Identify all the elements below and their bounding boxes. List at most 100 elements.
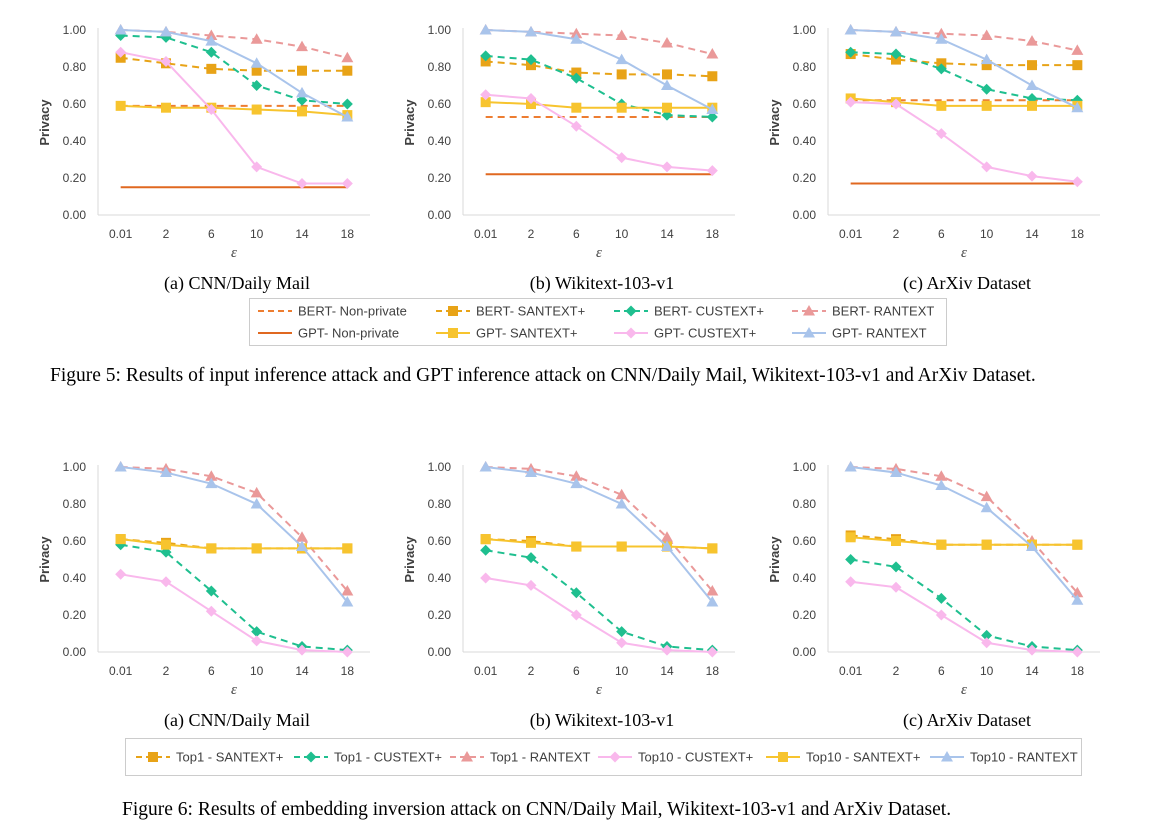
- series-line-top1-rantext: [120, 466, 349, 592]
- y-tick-label: 0.20: [428, 608, 452, 622]
- data-point-gpt-rantext: [661, 79, 673, 90]
- x-tick-label: 14: [295, 664, 309, 678]
- data-point-gpt-santext: [161, 102, 171, 113]
- y-tick-label: 1.00: [428, 23, 452, 37]
- data-point-bert-santext: [936, 58, 947, 69]
- data-point-top10-rantext: [661, 540, 673, 552]
- series-line-top1-custext: [850, 558, 1078, 652]
- x-tick-label: 6: [208, 227, 215, 241]
- data-point-gpt-rantext: [205, 35, 218, 46]
- legend-label: Top10 - RANTEXT: [970, 750, 1078, 765]
- data-point-top1-rantext: [615, 488, 628, 500]
- x-tick-label: 14: [295, 227, 309, 241]
- x-tick-label: 18: [1071, 664, 1085, 678]
- y-tick-label: 0.60: [428, 97, 452, 111]
- data-point-bert-rantext: [935, 27, 948, 39]
- y-tick-label: 0.40: [63, 134, 87, 148]
- data-point-top10-rantext: [525, 466, 537, 478]
- data-point-gpt-rantext: [980, 53, 993, 65]
- y-tick-label: 0.40: [793, 571, 817, 585]
- data-point-top1-rantext: [341, 584, 354, 596]
- data-point-top10-rantext: [706, 596, 719, 607]
- y-tick-label: 0.00: [793, 645, 817, 659]
- legend-marker: [803, 327, 815, 338]
- legend-marker: [461, 751, 473, 762]
- fig5-subcaption-a: (a) CNN/Daily Mail: [164, 273, 310, 293]
- data-point-top1-custext: [480, 544, 492, 556]
- legend-marker: [941, 751, 953, 762]
- y-tick-label: 1.00: [63, 23, 87, 37]
- data-point-bert-rantext: [570, 27, 583, 39]
- data-point-bert-rantext: [1026, 35, 1038, 46]
- data-point-top10-custext: [296, 644, 308, 656]
- data-point-bert-rantext: [205, 29, 218, 41]
- data-point-gpt-custext: [296, 178, 308, 190]
- fig5-caption: Figure 5: Results of input inference att…: [50, 365, 1036, 386]
- series-line-top10-rantext: [120, 466, 349, 603]
- y-axis-label: Privacy: [767, 536, 782, 583]
- series-line-top10-santext: [485, 538, 713, 550]
- legend-marker: [778, 752, 788, 762]
- data-point-top10-santext: [342, 543, 353, 554]
- x-tick-label: 18: [341, 227, 355, 241]
- data-point-bert-santext: [342, 65, 353, 76]
- y-tick-label: 0.60: [428, 534, 452, 548]
- legend-label: BERT- CUSTEXT+: [654, 304, 764, 319]
- data-point-gpt-santext: [115, 100, 126, 111]
- x-tick-label: 0.01: [839, 227, 863, 241]
- data-point-gpt-custext: [845, 96, 857, 108]
- data-point-gpt-rantext: [1026, 79, 1038, 90]
- series-line-top10-custext: [120, 573, 348, 653]
- data-point-gpt-rantext: [615, 53, 628, 65]
- y-axis-label: Privacy: [767, 99, 782, 146]
- data-point-bert-custext: [525, 54, 537, 66]
- y-tick-label: 0.20: [793, 608, 817, 622]
- data-point-bert-santext: [480, 56, 491, 67]
- data-point-gpt-rantext: [570, 33, 583, 44]
- fig5-legend-svg: BERT- Non-private BERT- SANTEXT+ BERT- CUS…: [258, 304, 934, 341]
- fig6-chart-b: 0.00 0.20 0.40 0.60 0.80 1.00 0.01 2 6 10 14 18 ε Pri…: [380, 452, 740, 707]
- x-tick-label: 0.01: [474, 227, 498, 241]
- y-tick-label: 0.80: [428, 60, 452, 74]
- series-line-gpt-custext: [120, 51, 348, 185]
- data-point-gpt-rantext: [1071, 101, 1084, 113]
- data-point-bert-rantext: [1071, 44, 1084, 55]
- y-tick-label: 0.80: [63, 497, 87, 511]
- data-point-bert-rantext: [661, 36, 673, 48]
- y-tick-label: 0.20: [428, 171, 452, 185]
- data-point-bert-santext: [707, 71, 718, 82]
- data-point-top10-rantext: [250, 498, 263, 509]
- x-tick-label: 18: [706, 227, 720, 241]
- legend-marker: [305, 751, 317, 763]
- data-point-top10-custext: [845, 576, 857, 588]
- legend-marker: [148, 752, 158, 762]
- fig6-legend-svg: Top1 - SANTEXT+ Top1 - CUSTEXT+ Top1 - RAN…: [136, 750, 1078, 765]
- legend-marker: [609, 751, 621, 763]
- series-line-gpt-rantext: [850, 29, 1078, 109]
- data-point-top10-santext: [571, 541, 582, 552]
- data-point-top10-custext: [160, 576, 172, 588]
- series-line-top10-santext: [120, 538, 348, 550]
- fig5-chart-c: 0.00 0.20 0.40 0.60 0.80 1.00 0.01 2 6 10 14 18 ε Pri…: [745, 15, 1105, 270]
- data-point-gpt-rantext: [341, 110, 354, 122]
- data-point-top10-custext: [706, 646, 718, 658]
- data-point-bert-rantext: [341, 51, 354, 63]
- data-point-gpt-santext: [1027, 100, 1037, 111]
- data-point-gpt-santext: [526, 99, 536, 109]
- y-tick-label: 0.80: [793, 497, 817, 511]
- x-tick-label: 6: [573, 664, 580, 678]
- data-point-bert-santext: [891, 54, 901, 65]
- x-tick-label: 10: [980, 664, 994, 678]
- data-point-top10-rantext: [479, 461, 492, 472]
- data-point-top10-santext: [616, 541, 627, 552]
- fig6-chart-c: 0.00 0.20 0.40 0.60 0.80 1.00 0.01 2 6 10 14 18 ε Pri…: [745, 452, 1105, 707]
- data-point-top10-santext: [161, 539, 171, 550]
- data-point-top10-rantext: [935, 479, 948, 490]
- data-point-top10-santext: [526, 537, 536, 548]
- data-point-top10-rantext: [615, 498, 628, 509]
- data-point-top1-custext: [570, 587, 582, 599]
- data-point-gpt-rantext: [844, 24, 857, 35]
- legend-marker: [625, 327, 637, 339]
- y-tick-label: 0.60: [793, 534, 817, 548]
- data-point-gpt-santext: [981, 100, 992, 111]
